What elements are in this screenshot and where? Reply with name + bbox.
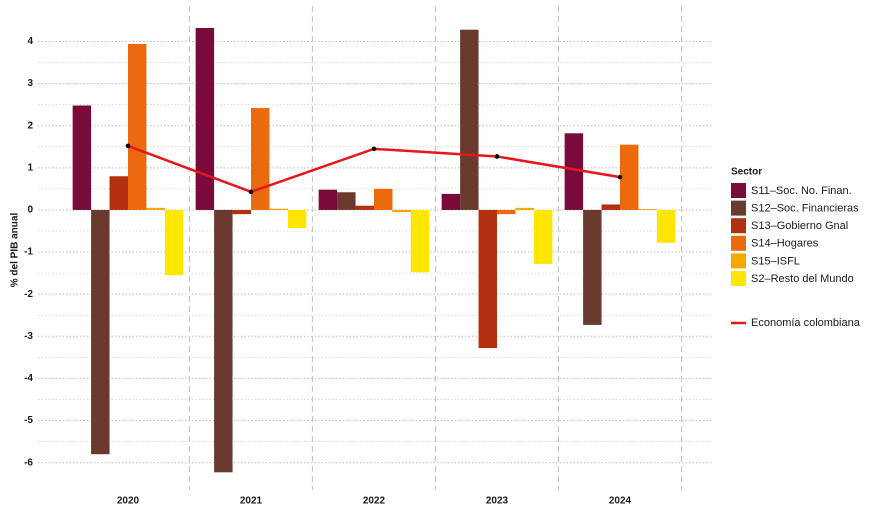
y-tick-label: 0 [27, 205, 33, 216]
bar [620, 144, 639, 210]
bar [232, 209, 251, 215]
y-tick-label: 4 [27, 36, 33, 47]
legend-label: S13–Gobierno Gnal [751, 220, 848, 232]
y-tick-label: -1 [24, 247, 33, 258]
legend-label: S15–ISFL [751, 255, 800, 267]
legend-label: Economía colombiana [751, 317, 861, 329]
legend-label: S11–Soc. No. Finan. [751, 185, 852, 197]
bar [583, 209, 602, 325]
bar [287, 209, 307, 229]
bar [128, 44, 147, 210]
x-tick-label: 2024 [609, 496, 632, 507]
bar [318, 189, 338, 210]
bar [515, 207, 534, 210]
legend-label: S14–Hogares [751, 238, 819, 250]
bar [601, 204, 620, 210]
bar [214, 209, 233, 473]
legend-swatch [731, 200, 746, 216]
bar [460, 29, 479, 210]
bar [269, 208, 288, 210]
legend-swatch [731, 253, 746, 269]
bar [656, 209, 676, 243]
x-tick-label: 2023 [486, 496, 509, 507]
bar [355, 205, 374, 210]
y-tick-label: -3 [24, 331, 33, 342]
x-tick-label: 2021 [240, 496, 263, 507]
line-point [248, 189, 254, 195]
legend-swatch [731, 183, 746, 198]
y-tick-label: 1 [27, 162, 33, 173]
bar [195, 28, 215, 210]
line-point [125, 143, 131, 149]
bar [410, 209, 430, 273]
y-axis-label: % del PIB anual [10, 213, 21, 288]
y-tick-label: -4 [24, 373, 33, 384]
y-tick-label: -6 [24, 457, 33, 468]
line-point [494, 154, 500, 159]
bar [497, 209, 516, 215]
x-tick-label: 2022 [363, 496, 386, 507]
bar [533, 209, 553, 264]
bar [392, 209, 411, 213]
bar [72, 105, 92, 210]
y-tick-label: -5 [24, 415, 33, 426]
legend-title: Sector [731, 167, 762, 178]
legend-swatch [731, 271, 746, 286]
line-point [371, 146, 377, 152]
legend-swatch [731, 218, 746, 234]
x-tick-label: 2020 [117, 496, 140, 507]
bar [374, 188, 393, 210]
bar [441, 193, 461, 210]
bar [251, 108, 270, 210]
bar [478, 209, 497, 349]
bar [638, 209, 657, 210]
legend-label: S12–Soc. Financieras [751, 203, 859, 215]
bar [337, 192, 356, 210]
legend-swatch [731, 235, 746, 251]
y-tick-label: 2 [27, 120, 33, 131]
bar [564, 133, 584, 210]
bar [109, 176, 128, 210]
y-tick-label: 3 [27, 78, 33, 89]
line-point [617, 174, 623, 180]
legend-label: S2–Resto del Mundo [751, 273, 854, 285]
bar [91, 209, 110, 455]
y-tick-label: -2 [24, 289, 33, 300]
bar [146, 207, 165, 210]
bar [164, 209, 184, 276]
